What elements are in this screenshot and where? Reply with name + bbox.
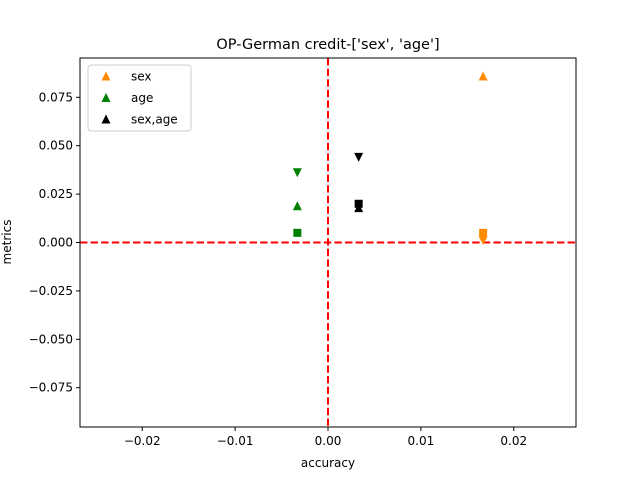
data-markers: [292, 71, 488, 246]
y-tick-label: −0.025: [29, 284, 73, 298]
y-tick-label: 0.075: [39, 90, 73, 104]
y-tick-label: 0.000: [39, 236, 73, 250]
y-axis-label: metrics: [0, 220, 14, 265]
data-point: [293, 228, 302, 237]
data-point: [354, 152, 364, 162]
x-tick-label: 0.02: [500, 434, 527, 448]
data-point: [292, 201, 302, 211]
reference-lines: [80, 58, 576, 427]
y-tick-label: 0.025: [39, 187, 73, 201]
x-tick-label: −0.01: [217, 434, 254, 448]
legend-label: sex,age: [131, 113, 178, 127]
data-point: [479, 228, 488, 237]
x-axis-label: accuracy: [301, 456, 355, 470]
y-tick-label: −0.050: [29, 332, 73, 346]
data-point: [292, 168, 302, 178]
y-axis-ticks: −0.075 −0.050 −0.025 0.000 0.025 0.050 0.075: [29, 90, 80, 395]
legend-marker: [101, 93, 111, 102]
legend-box: [87, 64, 192, 132]
y-tick-label: 0.050: [39, 139, 73, 153]
data-point: [478, 236, 488, 246]
x-tick-label: 0.01: [408, 434, 435, 448]
data-point: [478, 71, 488, 81]
chart-title: OP-German credit-['sex', 'age']: [216, 37, 439, 53]
x-tick-label: −0.02: [124, 434, 161, 448]
legend-marker: [101, 71, 111, 81]
x-axis-ticks: −0.02 −0.01 0.00 0.01 0.02: [124, 427, 527, 448]
data-point: [354, 203, 364, 213]
y-tick-label: −0.075: [29, 381, 73, 395]
legend-label: sex: [131, 70, 152, 84]
legend-label: age: [131, 91, 153, 105]
legend-marker: [101, 114, 111, 124]
x-tick-label: 0.00: [315, 434, 342, 448]
legend: sex age sex,age: [87, 64, 192, 132]
